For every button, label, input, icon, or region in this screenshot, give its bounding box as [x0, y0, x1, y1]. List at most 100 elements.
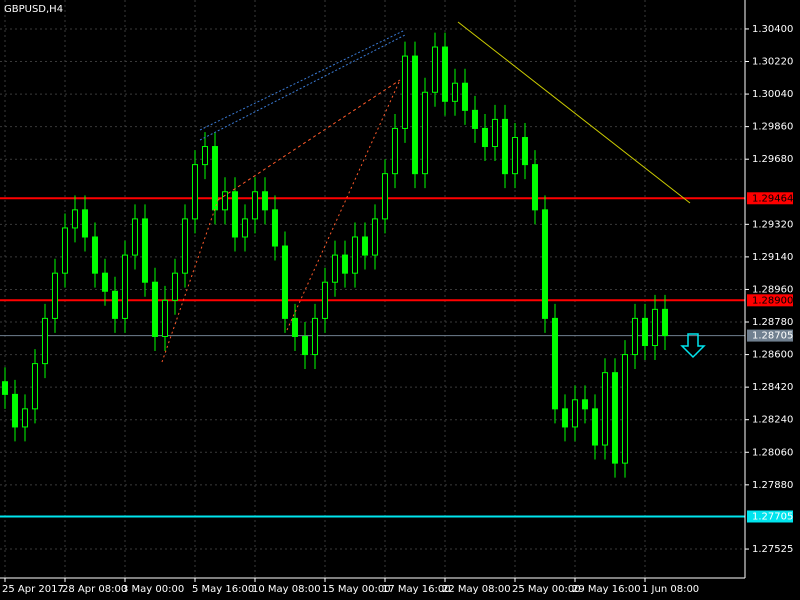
candle-body [482, 127, 488, 148]
x-tick-label: 29 May 16:00 [572, 584, 641, 595]
candle-body [22, 408, 28, 428]
candle-body [342, 254, 348, 274]
candle-body [72, 209, 78, 229]
y-tick-label: 1.29320 [752, 219, 793, 230]
candle-body [192, 164, 198, 220]
candle-body [352, 236, 358, 274]
candle-body [312, 317, 318, 356]
candle-body [452, 82, 458, 102]
candle-body [382, 173, 388, 220]
candle-body [182, 218, 188, 274]
candle-body [402, 55, 408, 129]
candle-body [412, 55, 418, 175]
y-tick-label: 1.28600 [752, 350, 793, 361]
candle-body [602, 372, 608, 446]
y-tick-label: 1.28240 [752, 415, 793, 426]
trendline [457, 21, 691, 204]
price-label: 1.28900 [752, 295, 793, 306]
x-tick-label: 1 Jun 08:00 [642, 584, 699, 595]
y-tick-label: 1.28420 [752, 382, 793, 393]
candle-body [462, 82, 468, 111]
y-tick-label: 1.28780 [752, 317, 793, 328]
y-tick-label: 1.30220 [752, 57, 793, 68]
price-label: 1.28705 [752, 331, 793, 342]
candle-body [652, 308, 658, 347]
candle-body [552, 317, 558, 410]
candle-body [332, 254, 338, 283]
candle-body [612, 372, 618, 464]
candle-body [42, 317, 48, 365]
candle-body [422, 91, 428, 175]
candle-body [362, 236, 368, 256]
candle-body [572, 399, 578, 428]
chart-title: GBPUSD,H4 [4, 4, 63, 15]
candle-body [172, 272, 178, 301]
candle-body [152, 281, 158, 337]
x-tick-label: 17 May 16:00 [382, 584, 451, 595]
trade-line [286, 79, 401, 331]
x-tick-label: 5 May 16:00 [192, 584, 254, 595]
candle-body [432, 46, 438, 93]
y-tick-label: 1.28060 [752, 447, 793, 458]
y-tick-label: 1.30400 [752, 24, 793, 35]
x-tick-label: 22 May 08:00 [442, 584, 511, 595]
candle-body [52, 272, 58, 319]
candle-body [2, 381, 8, 395]
candle-body [442, 46, 448, 102]
x-tick-label: 25 Apr 2017 [2, 584, 64, 595]
candle-body [162, 299, 168, 337]
price-label: 1.29464 [752, 193, 793, 204]
candle-body [92, 236, 98, 274]
candle-body [562, 408, 568, 428]
x-tick-label: 10 May 08:00 [252, 584, 321, 595]
candle-body [242, 218, 248, 238]
candles [2, 32, 668, 478]
candle-body [12, 393, 18, 428]
candle-body [662, 308, 668, 337]
candle-body [622, 354, 628, 464]
y-tick-label: 1.30040 [752, 89, 793, 100]
trade-line [217, 79, 401, 201]
candle-body [102, 272, 108, 292]
y-tick-label: 1.27880 [752, 480, 793, 491]
candle-body [582, 399, 588, 410]
candle-body [32, 363, 38, 410]
candle-body [502, 118, 508, 175]
candle-body [322, 281, 328, 319]
price-label-box [747, 510, 793, 523]
sell-arrow [680, 333, 706, 359]
candle-body [292, 317, 298, 337]
x-tick-label: 28 Apr 08:00 [62, 584, 127, 595]
candle-body [542, 209, 548, 319]
candle-body [282, 245, 288, 319]
candle-body [142, 218, 148, 283]
candle-body [222, 191, 228, 211]
candle-body [302, 335, 308, 356]
x-tick-label: 15 May 00:00 [322, 584, 391, 595]
x-tick-label: 25 May 00:00 [512, 584, 581, 595]
x-tick-label: 3 May 00:00 [122, 584, 184, 595]
candle-body [212, 146, 218, 211]
candle-body [252, 191, 258, 220]
candle-body [232, 191, 238, 238]
y-tick-label: 1.29860 [752, 122, 793, 133]
candle-body [592, 408, 598, 446]
candle-body [392, 127, 398, 175]
y-tick-label: 1.28960 [752, 284, 793, 295]
y-tick-label: 1.27525 [752, 544, 793, 555]
y-tick-label: 1.29140 [752, 252, 793, 263]
trade-line [161, 199, 219, 363]
candle-body [202, 146, 208, 166]
y-tick-label: 1.29680 [752, 154, 793, 165]
price-label: 1.27705 [752, 511, 793, 522]
candle-body [122, 254, 128, 319]
candle-body [642, 317, 648, 347]
candle-body [492, 118, 498, 148]
candle-body [132, 218, 138, 256]
axis: 1.30400 1.30220 1.30040 1.29860 1.29680 1.293… [2, 24, 793, 595]
candle-body [112, 290, 118, 319]
candle-body [272, 209, 278, 247]
candle-body [372, 218, 378, 256]
price-label-box [747, 294, 793, 307]
